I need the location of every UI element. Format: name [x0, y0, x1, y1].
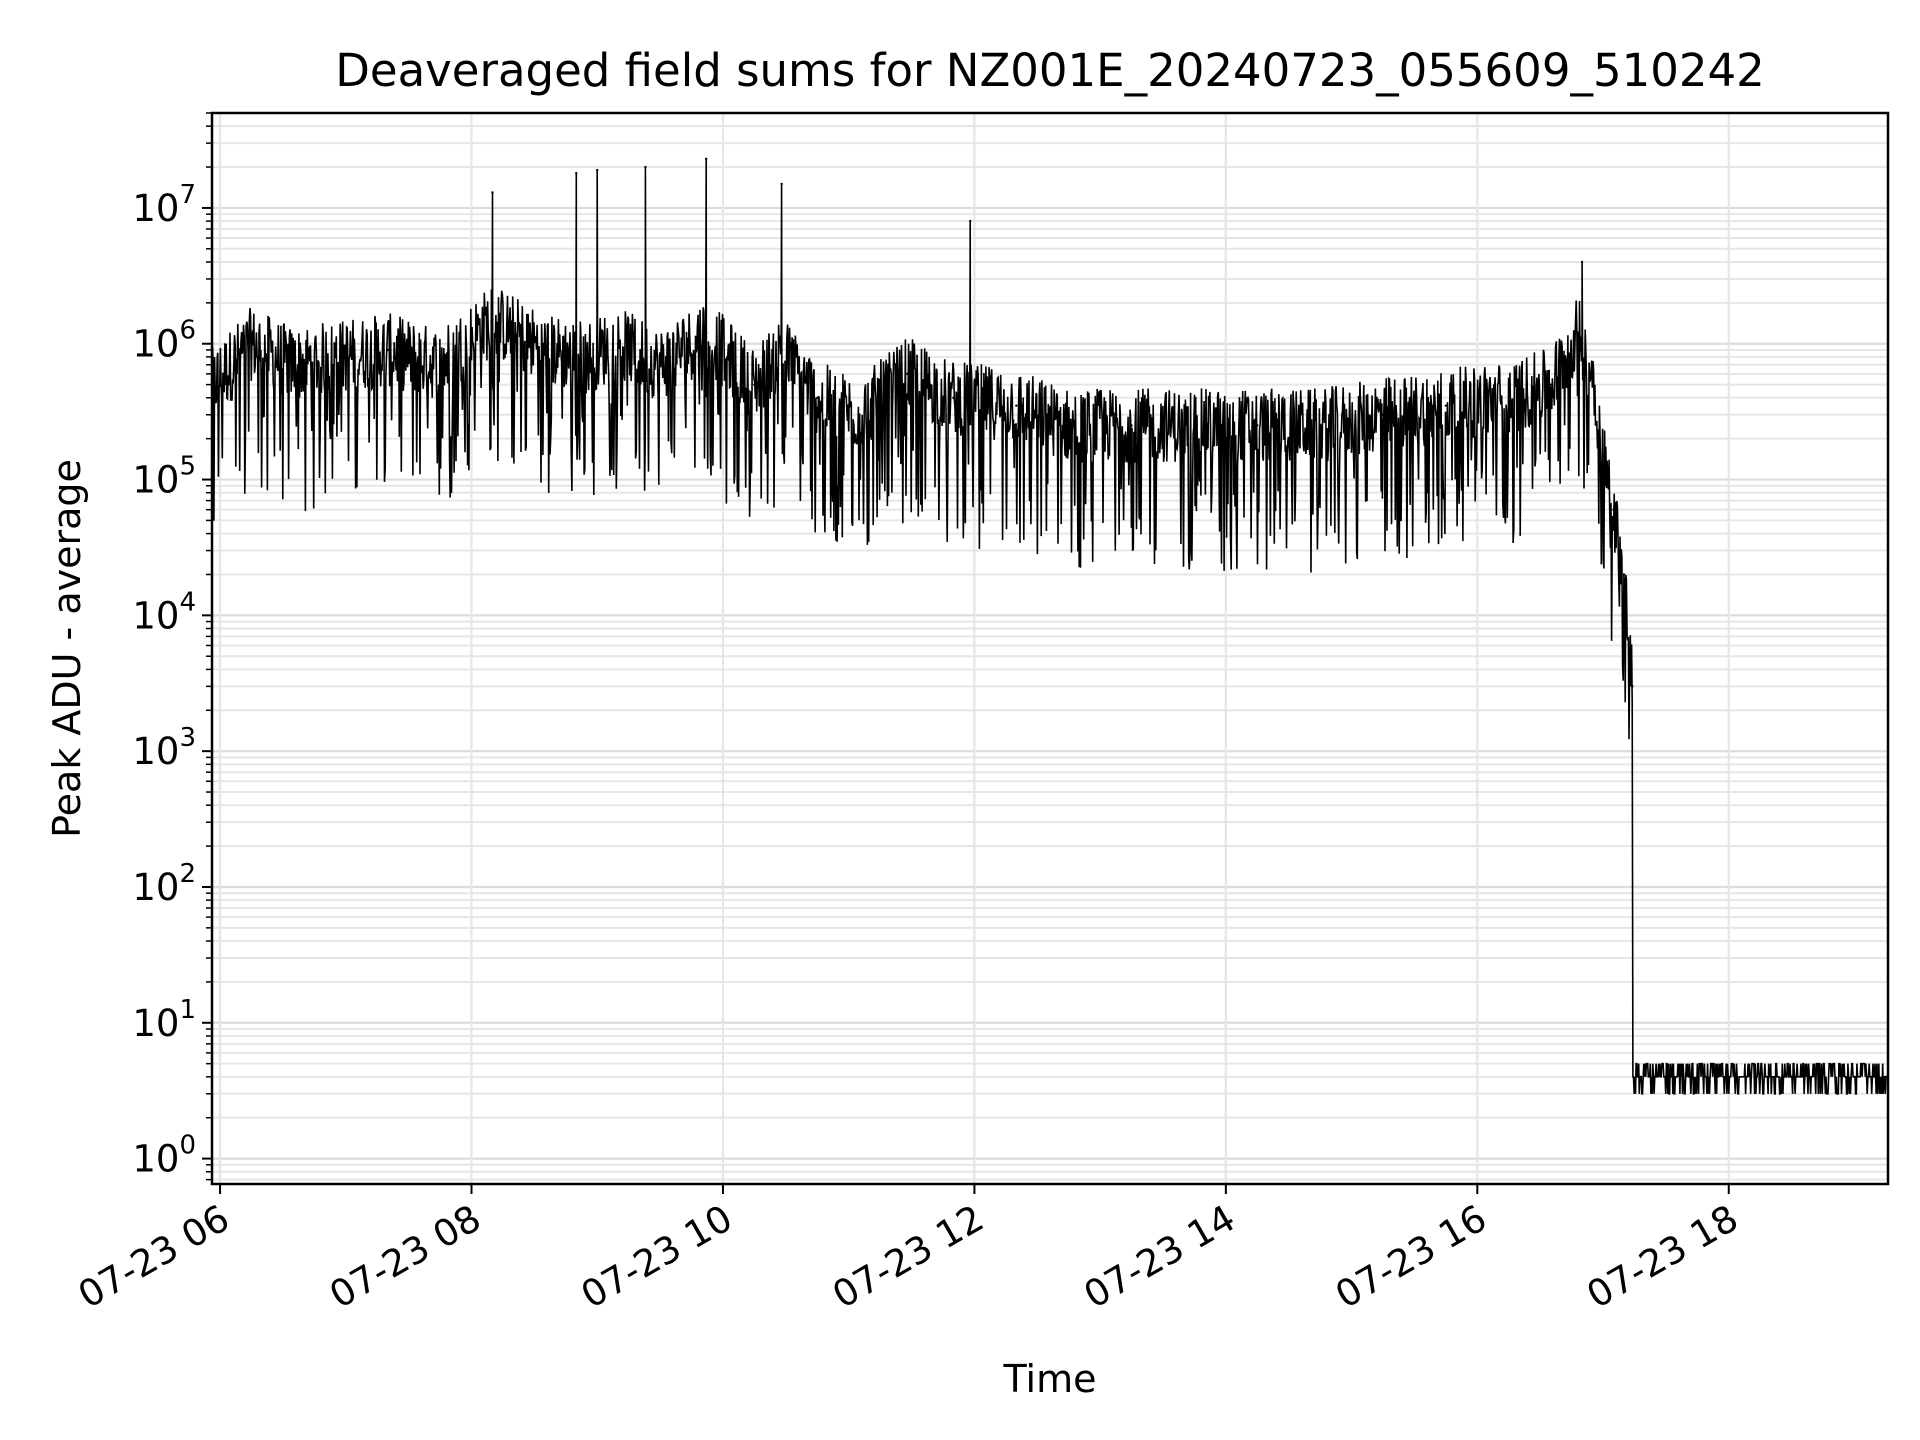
data-point	[543, 348, 547, 352]
data-point	[1884, 1075, 1888, 1079]
peak-point	[575, 172, 578, 175]
y-tick-label: 106	[132, 316, 196, 366]
data-point	[1639, 1075, 1642, 1079]
data-point	[491, 318, 494, 322]
chart-title: Deaveraged field sums for NZ001E_2024072…	[335, 44, 1764, 97]
y-axis-label: Peak ADU - average	[45, 459, 89, 838]
y-tick-label: 105	[132, 452, 196, 502]
plot-frame	[210, 111, 1890, 1186]
data-point	[1790, 1075, 1793, 1079]
peak-point	[644, 165, 647, 169]
data-point	[334, 355, 337, 359]
data-point	[1612, 508, 1615, 511]
data-point	[780, 348, 783, 352]
data-point	[1664, 1075, 1668, 1079]
data-point	[1576, 331, 1580, 335]
y-tick-label: 100	[132, 1131, 196, 1181]
y-tick-label: 107	[132, 180, 196, 230]
data-point	[906, 372, 909, 376]
data-point	[386, 348, 389, 352]
series-line	[211, 158, 1887, 1095]
peak-point	[704, 157, 708, 161]
data-point	[438, 363, 442, 366]
data-point	[952, 396, 955, 399]
data-point	[1444, 404, 1448, 407]
y-tick-label: 104	[132, 587, 196, 637]
data-point	[1015, 404, 1018, 407]
data-point	[1130, 424, 1133, 427]
peak-point	[491, 191, 494, 194]
data-point	[1256, 424, 1259, 427]
peak-point	[596, 168, 599, 172]
data-point	[753, 383, 756, 386]
peak-point	[969, 219, 972, 223]
data-point	[1853, 1075, 1856, 1079]
peak-point	[1580, 260, 1584, 264]
data-point	[1631, 685, 1634, 688]
data-point	[1601, 454, 1605, 457]
data-point	[1193, 424, 1196, 427]
peak-point	[780, 182, 783, 186]
data-point	[1591, 372, 1594, 376]
data-point	[1381, 413, 1385, 416]
data-point	[250, 342, 253, 345]
y-tick-label: 101	[132, 995, 196, 1045]
data-point	[1067, 424, 1070, 427]
y-tick-label: 102	[132, 859, 196, 909]
data-point	[1622, 573, 1626, 576]
x-axis-label: Time	[1003, 1357, 1097, 1401]
data-point	[1727, 1075, 1730, 1079]
data-point	[857, 413, 861, 416]
data-point	[658, 363, 662, 366]
data-point	[1507, 396, 1510, 399]
grid	[212, 112, 1888, 1184]
y-tick-label: 103	[132, 723, 196, 773]
data-point	[1318, 424, 1322, 427]
data-point	[816, 396, 819, 399]
data-point	[704, 331, 708, 335]
data-point	[585, 355, 588, 359]
data-point	[616, 342, 620, 345]
data-point	[292, 363, 295, 366]
data-layer	[210, 157, 1888, 1095]
data-point	[1549, 383, 1552, 386]
